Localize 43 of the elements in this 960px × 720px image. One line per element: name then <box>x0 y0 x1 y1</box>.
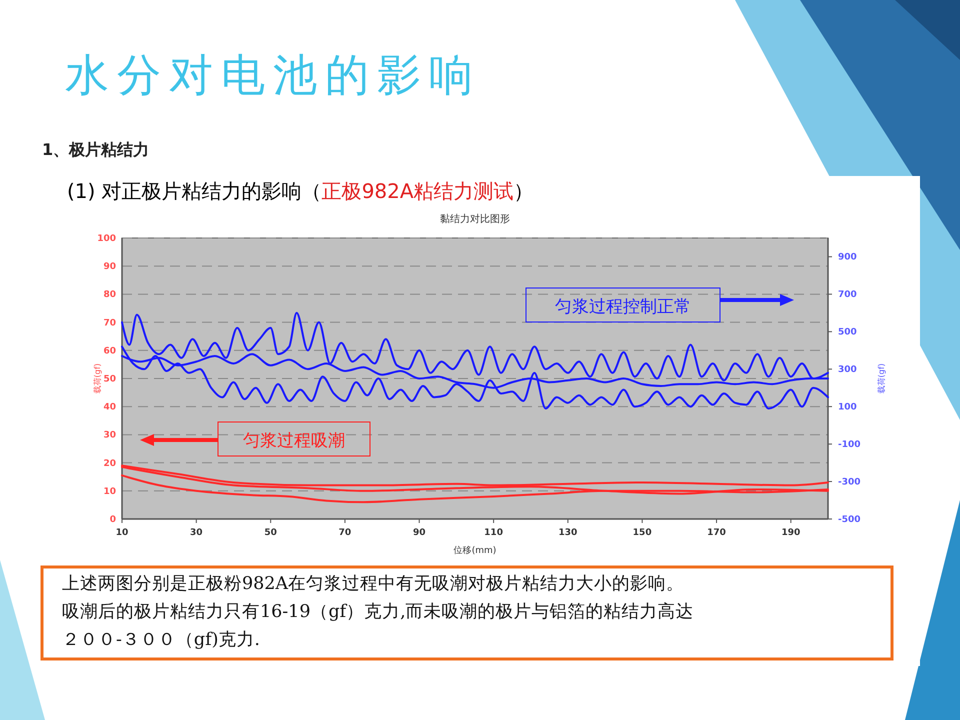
x-tick-label: 50 <box>264 528 277 538</box>
y-tick-label: 10 <box>103 486 116 497</box>
y2-tick-label: 700 <box>838 290 857 300</box>
chart-subtitle: 1、极片粘结力 <box>42 140 150 159</box>
x-tick-label: 90 <box>413 528 426 538</box>
y-tick-label: 90 <box>103 262 116 272</box>
x-tick-label: 70 <box>338 528 352 538</box>
y2-tick-label: 100 <box>838 402 857 413</box>
text: 黏结力对比图形 <box>440 213 510 225</box>
y-tick-label: 40 <box>103 402 116 413</box>
text: ） <box>514 179 534 203</box>
y2-tick-label: 300 <box>838 365 857 376</box>
x-axis-title: 位移(mm) <box>454 545 496 556</box>
annotation: 匀浆过程吸潮 <box>243 431 345 451</box>
x-tick-label: 10 <box>116 528 128 538</box>
y-tick-label: 50 <box>103 374 116 384</box>
x-tick-label: 190 <box>781 528 800 538</box>
y2-axis-title: 载荷(gf) <box>877 363 886 394</box>
text: 上述两图分别是正极粉982A在匀浆过程中有无吸潮对极片粘结力大小的影响。 <box>62 574 684 594</box>
x-tick-label: 170 <box>707 528 726 538</box>
text: (1) 对正极片粘结力的影响（ <box>67 179 322 203</box>
x-tick-label: 130 <box>558 528 578 538</box>
y-tick-label: 0 <box>110 515 116 525</box>
x-tick-label: 30 <box>190 528 203 538</box>
y2-tick-label: -300 <box>838 478 861 488</box>
y2-tick-label: -100 <box>838 440 861 450</box>
y-tick-label: 20 <box>103 458 116 469</box>
text: 吸潮后的极片粘结力只有16-19（gf）克力,而未吸潮的极片与铝箔的粘结力高达 <box>62 601 694 622</box>
y-tick-label: 100 <box>97 234 116 244</box>
y2-tick-label: 500 <box>838 328 857 338</box>
y2-tick-label: -500 <box>838 515 861 525</box>
text: 正极982A粘结力测试 <box>322 179 514 203</box>
y-tick-label: 30 <box>103 430 116 441</box>
y-tick-label: 60 <box>103 346 116 356</box>
y-axis-title: 载荷(gf) <box>93 363 102 394</box>
annotation: 匀浆过程控制正常 <box>555 297 691 317</box>
x-tick-label: 110 <box>484 528 503 538</box>
y2-tick-label: 900 <box>838 252 857 263</box>
chart-title: 水分对电池的影响 <box>65 50 481 101</box>
text: ２００-３００（gf)克力. <box>62 630 260 650</box>
x-tick-label: 150 <box>632 528 652 538</box>
y-tick-label: 70 <box>103 318 116 328</box>
y-tick-label: 80 <box>103 290 116 300</box>
